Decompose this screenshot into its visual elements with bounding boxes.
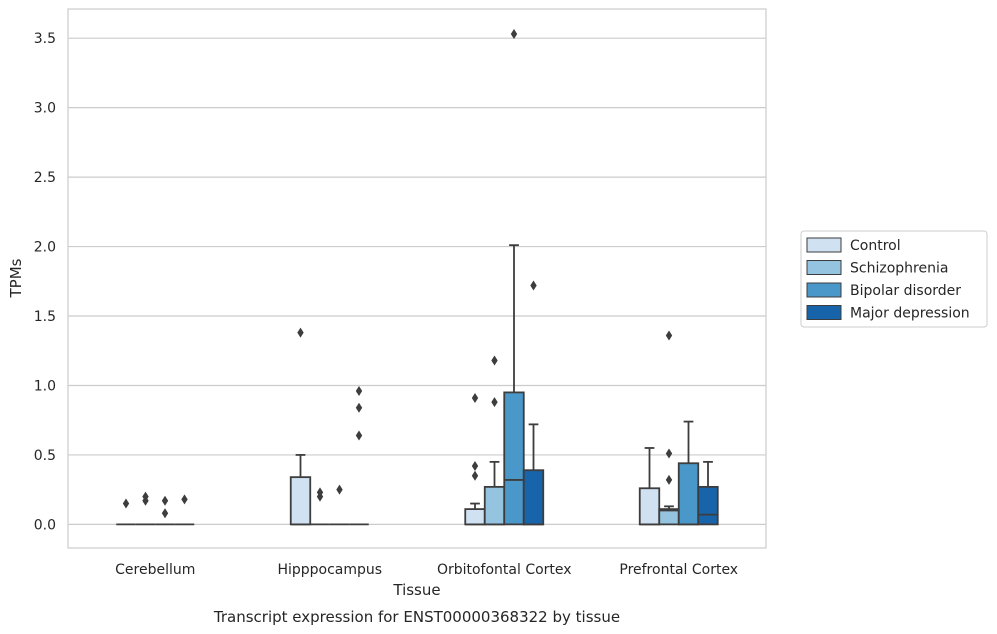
box-body	[658, 508, 680, 526]
outlier-point	[471, 461, 479, 472]
outlier-point	[530, 280, 537, 291]
outlier-point	[355, 402, 363, 413]
x-tick-label: Prefrontal Cortex	[619, 562, 738, 578]
outlier-point	[142, 491, 149, 502]
outlier-point	[161, 508, 169, 519]
chart-caption: Transcript expression for ENST0000036832…	[213, 608, 620, 626]
legend-label: Schizophrenia	[850, 261, 948, 277]
y-gridlines	[68, 37, 766, 525]
box	[697, 460, 719, 526]
outlier-point	[471, 470, 479, 481]
y-tick-label: 0.0	[34, 517, 56, 533]
y-tick-label: 3.5	[34, 31, 56, 47]
box	[483, 355, 506, 526]
legend: Control Schizophrenia Bipolar disorder Majo…	[800, 230, 988, 328]
x-tick-label: Cerebellum	[115, 562, 195, 578]
x-tick-label: Orbitofontal Cortex	[437, 562, 572, 578]
box	[522, 280, 545, 526]
box	[329, 484, 350, 526]
y-tick-label: 2.0	[34, 240, 56, 256]
outlier-point	[316, 487, 324, 498]
outlier-point	[355, 386, 363, 397]
box	[135, 491, 156, 526]
outlier-point	[491, 355, 498, 366]
x-tick-label: Hipppocampus	[277, 562, 382, 578]
box	[638, 447, 661, 526]
box-body	[464, 508, 486, 526]
box	[289, 327, 312, 526]
box	[116, 498, 136, 526]
y-tick-label: 2.5	[34, 170, 56, 186]
x-axis-title: Tissue	[392, 581, 440, 599]
outlier-point	[510, 29, 518, 40]
y-axis-title: TPMs	[7, 258, 25, 298]
outlier-point	[355, 430, 363, 441]
box	[658, 330, 680, 526]
legend-frame	[800, 230, 988, 328]
box	[464, 392, 486, 526]
x-axis-ticks: Cerebellum Hipppocampus Orbitofontal Corte…	[115, 562, 738, 578]
y-tick-label: 3.0	[34, 101, 56, 117]
outlier-point	[471, 392, 479, 403]
box	[349, 386, 369, 526]
box-body	[483, 485, 506, 526]
box-body	[522, 469, 545, 526]
box	[310, 487, 330, 526]
box-body	[697, 485, 719, 526]
box	[677, 420, 700, 526]
outlier-point	[665, 448, 673, 459]
box-plot-series	[116, 29, 719, 526]
y-tick-label: 0.5	[34, 448, 56, 464]
outlier-point	[665, 330, 673, 341]
outlier-point	[336, 484, 343, 495]
box	[503, 29, 525, 526]
y-tick-label: 1.0	[34, 378, 56, 394]
plot-frame	[67, 8, 767, 549]
legend-label: Major depression	[850, 306, 970, 322]
legend-swatch	[806, 260, 842, 275]
legend-swatch	[806, 305, 842, 320]
legend-swatch	[806, 237, 842, 253]
outlier-point	[161, 495, 169, 506]
outlier-point	[491, 397, 498, 408]
outlier-point	[665, 474, 673, 485]
y-axis-ticks: 0.0 0.5 1.0 1.5 2.0 2.5 3.0 3.5	[34, 31, 56, 533]
box-body	[638, 487, 661, 526]
y-tick-label: 1.5	[34, 309, 56, 325]
legend-label: Control	[850, 238, 901, 254]
legend-swatch	[806, 282, 842, 298]
outlier-point	[122, 498, 130, 509]
box	[155, 495, 175, 526]
box-body	[289, 476, 312, 526]
legend-label: Bipolar disorder	[850, 283, 961, 299]
box-body	[503, 391, 525, 526]
outlier-point	[297, 327, 304, 338]
box	[174, 494, 195, 526]
outlier-point	[181, 494, 188, 505]
box-body	[677, 462, 700, 526]
